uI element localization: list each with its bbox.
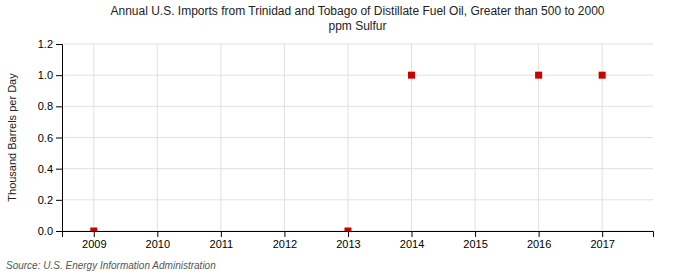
x-tick-label: 2017 xyxy=(590,238,614,250)
y-tick: 0.4 xyxy=(38,163,62,175)
source: Source: U.S. Energy Information Administ… xyxy=(6,260,216,271)
y-tick-mark xyxy=(56,169,62,170)
y-tick-mark xyxy=(56,138,62,139)
x-tick: 2012 xyxy=(273,231,297,250)
y-tick: 0.6 xyxy=(38,132,62,144)
x-tick: 2010 xyxy=(146,231,170,250)
y-tick: 0.2 xyxy=(38,194,62,206)
y-axis-title: Thousand Barrels per Day xyxy=(6,73,18,202)
x-tick: 2009 xyxy=(82,231,106,250)
y-grid-line xyxy=(62,44,653,45)
x-tick: 2016 xyxy=(527,231,551,250)
x-tick-mark xyxy=(157,231,158,237)
y-grid-line xyxy=(62,168,653,169)
x-tick-mark xyxy=(94,231,95,237)
x-tick-label: 2013 xyxy=(336,238,360,250)
x-tick-mark xyxy=(539,231,540,237)
y-tick-label: 0.2 xyxy=(38,194,53,206)
x-tick: 2014 xyxy=(400,231,424,250)
y-tick-label: 0.8 xyxy=(38,100,53,112)
y-tick: 0.8 xyxy=(38,100,62,112)
y-grid-line xyxy=(62,199,653,200)
x-tick: 2015 xyxy=(463,231,487,250)
point xyxy=(90,228,97,232)
y-tick-mark xyxy=(56,231,62,232)
y-tick: 1.0 xyxy=(38,69,62,81)
x-tick-mark xyxy=(284,231,285,237)
x-tick-label: 2010 xyxy=(146,238,170,250)
x-tick-mark xyxy=(475,231,476,237)
x-tick-mark xyxy=(348,231,349,237)
points xyxy=(90,72,605,231)
x-tick-label: 2016 xyxy=(527,238,551,250)
point xyxy=(599,72,606,79)
x-tick-mark xyxy=(602,231,603,237)
x-tick-label: 2011 xyxy=(210,238,234,250)
x-axis: 2009 2010 2011 2012 2013 2014 2015 2016 2017 xyxy=(63,231,654,250)
y-tick-label: 1.2 xyxy=(38,38,53,50)
x-tick-label: 2009 xyxy=(82,238,106,250)
y-tick-mark xyxy=(56,44,62,45)
x-tick-label: 2015 xyxy=(463,238,487,250)
y-tick-mark xyxy=(56,75,62,76)
x-tick-label: 2014 xyxy=(400,238,424,250)
x-tick: 2011 xyxy=(210,231,234,250)
x-axis-line xyxy=(63,232,654,238)
x-tick-mark xyxy=(221,231,222,237)
point xyxy=(408,72,415,79)
y-axis-line xyxy=(56,45,63,232)
y-tick-mark xyxy=(56,106,62,107)
y-tick-label: 1.0 xyxy=(38,69,53,81)
chart: 2009201020112012201320142015201620170.00… xyxy=(0,0,675,275)
point xyxy=(344,228,351,232)
y-tick-label: 0.4 xyxy=(38,163,53,175)
grid xyxy=(62,44,653,231)
title: Annual U.S. Imports from Trinidad and To… xyxy=(110,4,604,33)
y-tick: 0.0 xyxy=(38,225,62,237)
y-axis: 0.0 0.2 0.4 0.6 0.8 1.0 1.2 xyxy=(38,38,63,237)
y-tick-label: 0.6 xyxy=(38,132,53,144)
y-tick: 1.2 xyxy=(38,38,62,50)
x-tick-label: 2012 xyxy=(273,238,297,250)
point xyxy=(535,72,542,79)
x-tick-mark xyxy=(412,231,413,237)
y-grid-line xyxy=(62,75,653,76)
x-tick: 2013 xyxy=(336,231,360,250)
x-tick: 2017 xyxy=(590,231,614,250)
y-tick-mark xyxy=(56,200,62,201)
y-grid-line xyxy=(62,137,653,138)
y-grid-line xyxy=(62,106,653,107)
y-tick-label: 0.0 xyxy=(38,225,53,237)
